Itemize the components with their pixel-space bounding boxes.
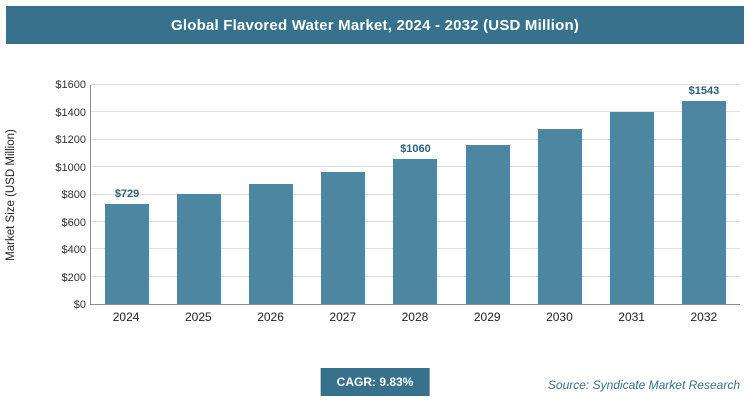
bar-slot-2028: $1060 <box>379 85 451 304</box>
y-tick-label: $200 <box>61 271 86 284</box>
gridline <box>91 111 740 113</box>
y-tick-label: $1000 <box>55 161 86 174</box>
y-axis-tick-labels: $0 $200 $400 $600 $800 $1000 $1200 $1400 $1600 <box>34 79 86 311</box>
y-axis-title: Market Size (USD Million) <box>5 129 18 261</box>
x-axis-tick-labels: 2024 2025 2026 2027 2028 2029 2030 2031 2032 <box>90 310 740 324</box>
bar-value-label: $729 <box>114 188 140 201</box>
y-tick-label: $600 <box>61 216 86 229</box>
bar-2032 <box>681 101 726 304</box>
x-tick-label: 2031 <box>618 310 645 324</box>
bar-2028 <box>393 158 438 304</box>
y-tick-label: $800 <box>61 189 86 201</box>
source-text: Source: Syndicate Market Research <box>547 378 740 392</box>
bar-2031 <box>609 111 654 304</box>
y-tick-label: $1200 <box>55 134 86 146</box>
gridline <box>91 138 740 140</box>
x-tick-label: 2025 <box>184 310 212 324</box>
x-tick-label: 2028 <box>401 310 429 324</box>
x-tick-label: 2030 <box>546 310 573 324</box>
bar-slot-2031 <box>596 85 668 304</box>
y-tick-label: $1400 <box>55 106 86 119</box>
plot-area: $729 $1060 $1543 <box>90 84 740 305</box>
y-tick-label: $1600 <box>55 79 86 91</box>
bar-slot-2027 <box>307 85 379 304</box>
cagr-badge: CAGR: 9.83% <box>320 368 430 396</box>
bar-2026 <box>249 183 294 304</box>
x-tick-label: 2027 <box>329 310 357 324</box>
x-tick-label: 2024 <box>112 310 140 324</box>
bar-value-label: $1060 <box>400 142 431 155</box>
bar-2030 <box>537 128 582 304</box>
bar-slot-2024: $729 <box>91 85 163 304</box>
bar-2029 <box>465 144 510 304</box>
bars: $729 $1060 $1543 <box>91 85 740 304</box>
x-tick-label: 2029 <box>473 310 501 324</box>
bar-slot-2025 <box>163 85 235 304</box>
chart-title: Global Flavored Water Market, 2024 - 203… <box>6 6 744 44</box>
bar-slot-2026 <box>235 85 307 304</box>
bar-slot-2030 <box>524 85 596 304</box>
y-tick-label: $0 <box>73 299 86 311</box>
bar-slot-2029 <box>452 85 524 304</box>
bar-2025 <box>177 194 222 304</box>
x-tick-label: 2032 <box>690 310 718 324</box>
bar-slot-2032: $1543 <box>668 85 740 304</box>
x-tick-label: 2026 <box>257 310 284 324</box>
gridline <box>91 84 740 85</box>
bar-value-label: $1543 <box>688 85 720 97</box>
bar-2024 <box>105 204 150 304</box>
y-tick-label: $400 <box>61 244 86 256</box>
bar-2027 <box>321 171 366 304</box>
